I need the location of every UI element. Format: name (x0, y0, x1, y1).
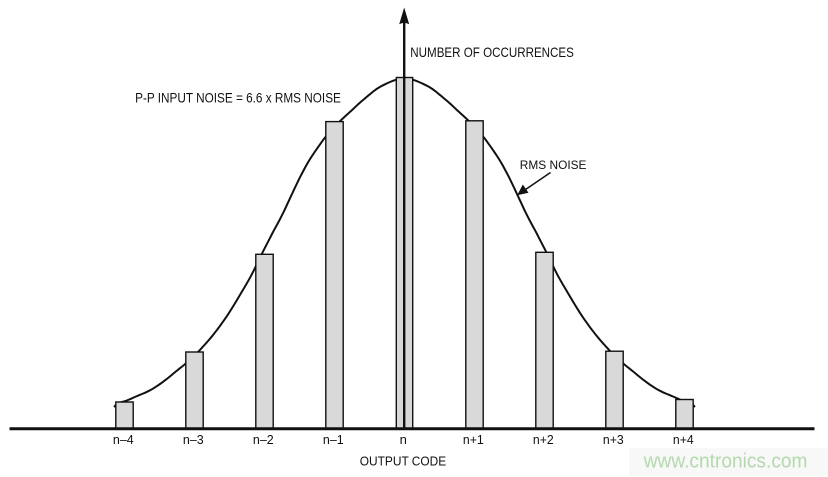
svg-text:NUMBER OF OCCURRENCES: NUMBER OF OCCURRENCES (410, 44, 574, 60)
svg-text:n+3: n+3 (603, 432, 624, 447)
svg-text:n–4: n–4 (113, 432, 134, 447)
svg-text:n+2: n+2 (533, 432, 554, 447)
svg-text:P-P INPUT NOISE = 6.6 x RMS NO: P-P INPUT NOISE = 6.6 x RMS NOISE (135, 89, 341, 105)
svg-text:n: n (400, 432, 407, 447)
svg-text:n+4: n+4 (673, 432, 694, 447)
svg-text:n–1: n–1 (323, 432, 344, 447)
svg-text:n–3: n–3 (183, 432, 204, 447)
svg-text:OUTPUT CODE: OUTPUT CODE (360, 455, 446, 469)
svg-text:n+1: n+1 (463, 432, 484, 447)
svg-text:RMS NOISE: RMS NOISE (520, 160, 587, 172)
svg-text:www.cntronics.com: www.cntronics.com (643, 451, 808, 473)
svg-text:n–2: n–2 (253, 432, 274, 447)
